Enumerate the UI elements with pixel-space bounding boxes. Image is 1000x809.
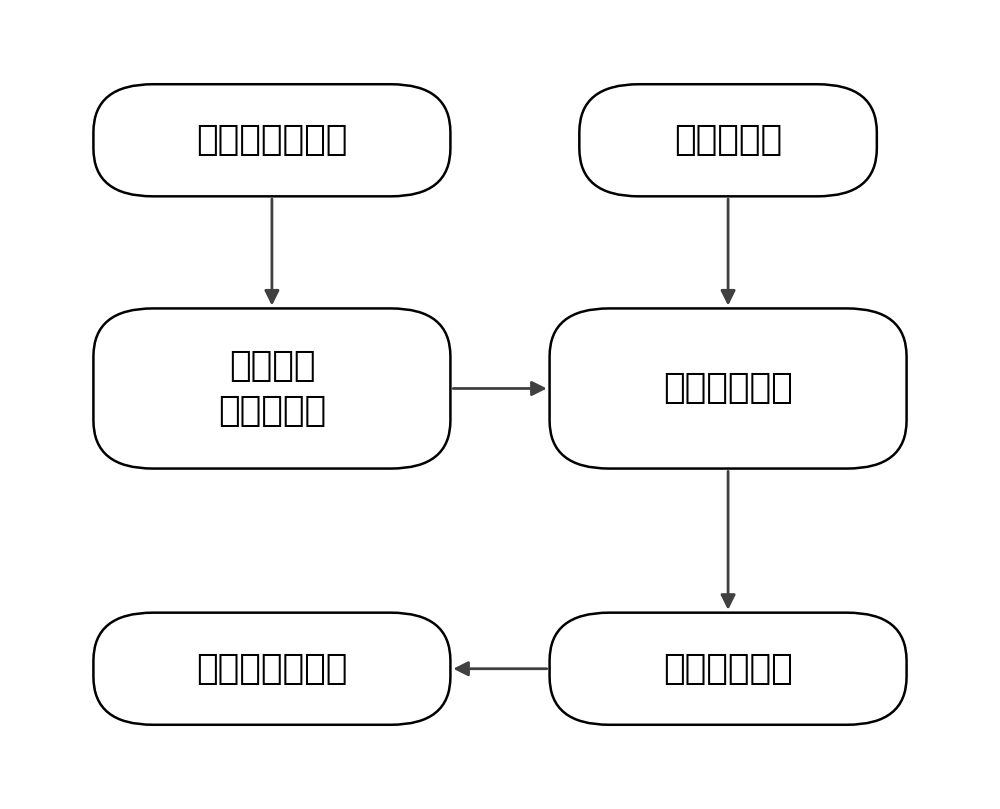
- Text: 血管分支
中心线跟踪: 血管分支 中心线跟踪: [218, 349, 326, 428]
- Text: 血管方向图: 血管方向图: [674, 123, 782, 157]
- FancyBboxPatch shape: [550, 612, 907, 725]
- FancyBboxPatch shape: [93, 612, 450, 725]
- FancyBboxPatch shape: [579, 84, 877, 197]
- Text: 血管分支拟合: 血管分支拟合: [663, 652, 793, 686]
- FancyBboxPatch shape: [93, 84, 450, 197]
- Text: 血管法方向调整: 血管法方向调整: [196, 652, 348, 686]
- Text: 血管分支修补: 血管分支修补: [663, 371, 793, 405]
- Text: 初分割血管图像: 初分割血管图像: [196, 123, 348, 157]
- FancyBboxPatch shape: [93, 308, 450, 468]
- FancyBboxPatch shape: [550, 308, 907, 468]
